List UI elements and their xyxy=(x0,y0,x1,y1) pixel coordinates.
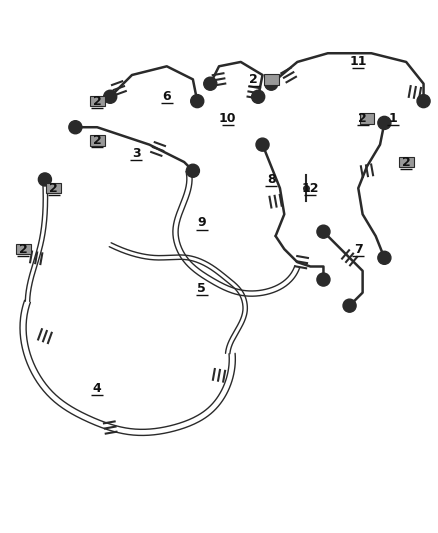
FancyBboxPatch shape xyxy=(399,157,413,167)
FancyBboxPatch shape xyxy=(90,135,105,146)
Text: 1: 1 xyxy=(389,112,397,125)
Text: 2: 2 xyxy=(250,73,258,86)
Text: 11: 11 xyxy=(350,55,367,68)
Text: 2: 2 xyxy=(358,112,367,125)
Circle shape xyxy=(417,94,430,108)
Circle shape xyxy=(104,90,117,103)
Text: 2: 2 xyxy=(49,182,58,195)
FancyBboxPatch shape xyxy=(360,114,374,124)
Circle shape xyxy=(378,251,391,264)
Text: 12: 12 xyxy=(302,182,319,195)
Text: 4: 4 xyxy=(93,382,102,395)
FancyBboxPatch shape xyxy=(46,183,61,193)
Circle shape xyxy=(343,299,356,312)
Circle shape xyxy=(265,77,278,90)
FancyBboxPatch shape xyxy=(16,244,31,254)
Text: 8: 8 xyxy=(267,173,276,186)
Text: 7: 7 xyxy=(354,243,363,256)
Text: 2: 2 xyxy=(93,134,102,147)
Circle shape xyxy=(39,173,51,186)
Text: 6: 6 xyxy=(162,90,171,103)
Circle shape xyxy=(378,116,391,130)
Text: 10: 10 xyxy=(219,112,237,125)
FancyBboxPatch shape xyxy=(264,74,279,85)
Circle shape xyxy=(204,77,217,90)
Circle shape xyxy=(252,90,265,103)
Circle shape xyxy=(69,120,82,134)
Text: 2: 2 xyxy=(19,243,28,256)
Circle shape xyxy=(186,164,199,177)
Text: 5: 5 xyxy=(197,282,206,295)
Circle shape xyxy=(191,94,204,108)
Circle shape xyxy=(317,273,330,286)
Circle shape xyxy=(317,225,330,238)
Text: 2: 2 xyxy=(93,95,102,108)
Text: 2: 2 xyxy=(402,156,410,168)
FancyBboxPatch shape xyxy=(90,96,105,107)
Circle shape xyxy=(256,138,269,151)
Text: 9: 9 xyxy=(197,216,206,230)
Text: 3: 3 xyxy=(132,147,141,160)
